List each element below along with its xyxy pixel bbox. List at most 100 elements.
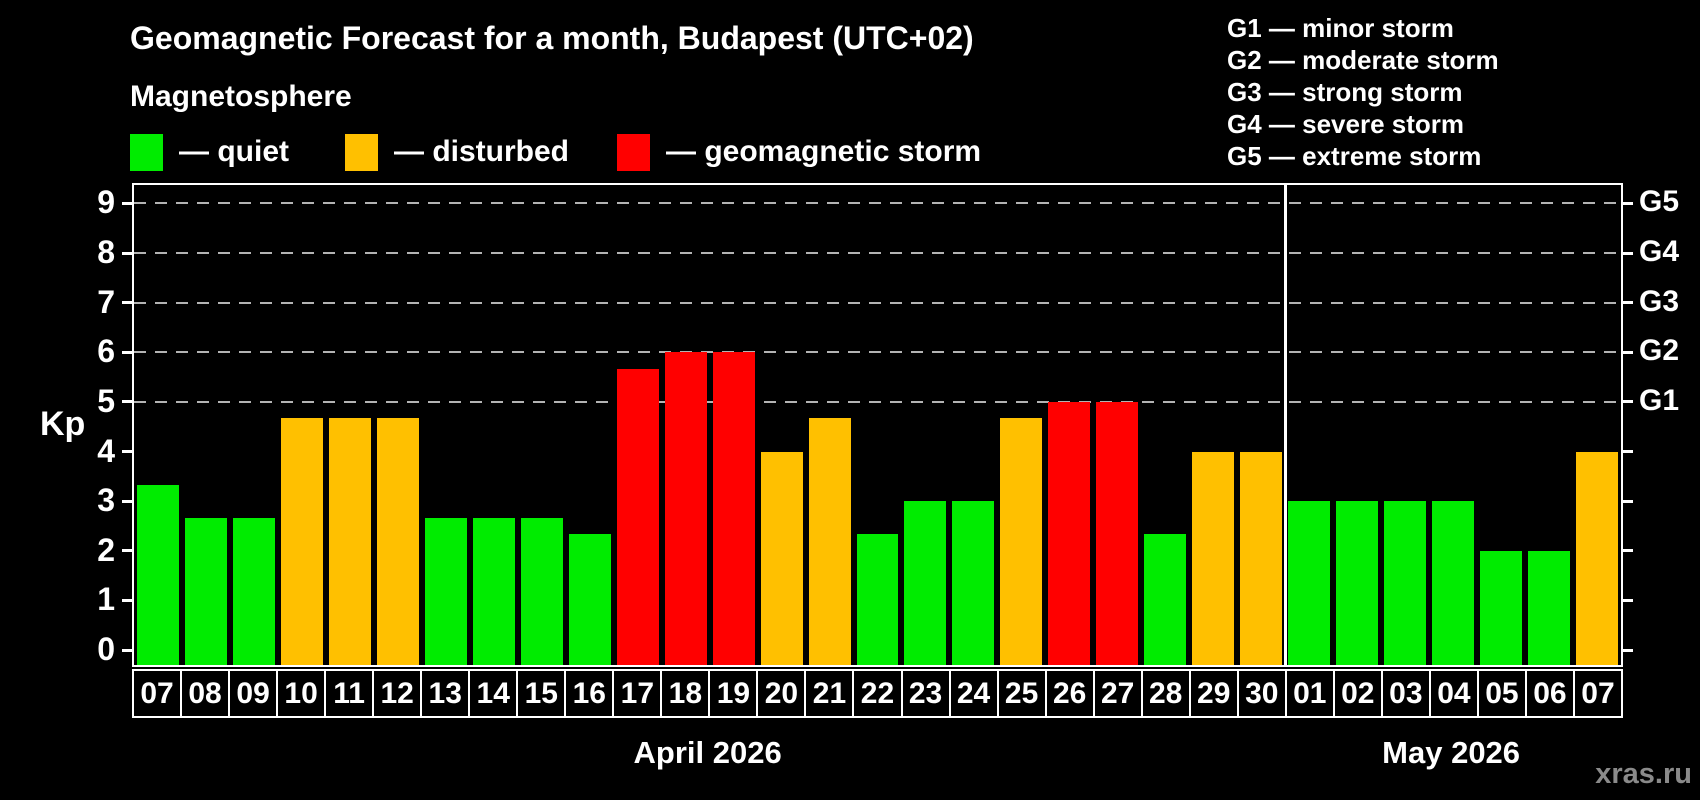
kp-bar-day-08 xyxy=(184,517,227,665)
day-label-09: 09 xyxy=(230,671,277,716)
kp-bar-day-03 xyxy=(1384,501,1427,665)
kp-bar-day-06 xyxy=(1528,550,1571,665)
y-tick-label-0: 0 xyxy=(97,631,115,668)
g-level-label-g3: G3 xyxy=(1639,284,1680,318)
kp-bar-day-29 xyxy=(1192,451,1235,665)
legend-label: — quiet xyxy=(179,135,289,168)
g-legend-line-4: G4 — severe storm xyxy=(1227,109,1465,139)
legend-label: — disturbed xyxy=(394,135,570,168)
gridline-kp6 xyxy=(134,351,1621,354)
y-tick-label-1: 1 xyxy=(97,581,115,618)
g-level-label-g4: G4 xyxy=(1639,235,1680,268)
day-label-27: 27 xyxy=(1094,671,1141,716)
kp-bar-day-13 xyxy=(424,517,467,665)
day-label-06: 06 xyxy=(1526,671,1573,716)
day-label-17: 17 xyxy=(614,671,661,716)
day-label-29: 29 xyxy=(1190,671,1237,716)
y-tick-left-2 xyxy=(122,549,132,553)
y-tick-label-9: 9 xyxy=(97,184,115,221)
y-tick-left-8 xyxy=(122,251,132,255)
y-tick-right-1 xyxy=(1623,598,1633,602)
legend-item-quiet: — quiet xyxy=(130,132,289,172)
kp-bar-day-09 xyxy=(232,517,275,665)
y-tick-label-4: 4 xyxy=(97,432,115,469)
y-tick-left-3 xyxy=(122,499,132,503)
kp-bar-day-02 xyxy=(1336,501,1379,665)
day-label-20: 20 xyxy=(758,671,805,716)
kp-bar-day-23 xyxy=(904,501,947,665)
kp-bar-day-15 xyxy=(520,517,563,665)
month-label-april-2026: April 2026 xyxy=(633,735,782,770)
gridline-kp9 xyxy=(134,202,1621,205)
kp-bar-day-21 xyxy=(808,418,851,665)
disturbed-color-swatch xyxy=(345,133,378,171)
day-label-14: 14 xyxy=(470,671,517,716)
day-label-01: 01 xyxy=(1286,671,1333,716)
day-label-07: 07 xyxy=(134,671,181,716)
y-tick-left-9 xyxy=(122,201,132,205)
page-title: Geomagnetic Forecast for a month, Budape… xyxy=(130,20,974,56)
kp-bar-day-16 xyxy=(568,534,611,665)
day-label-28: 28 xyxy=(1142,671,1189,716)
g-level-label-g5: G5 xyxy=(1639,185,1680,219)
y-tick-right-9 xyxy=(1623,201,1633,205)
legend-item-disturbed: — disturbed xyxy=(345,132,569,172)
storm-color-swatch xyxy=(617,133,650,171)
kp-bar-day-25 xyxy=(1000,418,1043,665)
day-label-21: 21 xyxy=(806,671,853,716)
quiet-color-swatch xyxy=(130,133,163,171)
g-legend-line-5: G5 — extreme storm xyxy=(1227,141,1482,171)
day-label-26: 26 xyxy=(1046,671,1093,716)
day-label-11: 11 xyxy=(326,671,373,716)
g-level-label-g2: G2 xyxy=(1639,334,1680,368)
g-level-label-g1: G1 xyxy=(1639,383,1680,417)
day-label-16: 16 xyxy=(566,671,613,716)
y-tick-left-7 xyxy=(122,301,132,305)
y-tick-right-4 xyxy=(1623,450,1633,454)
y-tick-left-5 xyxy=(122,400,132,404)
day-label-23: 23 xyxy=(902,671,949,716)
kp-bar-day-14 xyxy=(472,517,515,665)
g-legend-line-2: G2 — moderate storm xyxy=(1227,45,1499,75)
gridline-kp5 xyxy=(134,400,1621,403)
day-label-13: 13 xyxy=(422,671,469,716)
y-tick-right-7 xyxy=(1623,301,1633,305)
kp-bar-day-12 xyxy=(376,418,419,665)
day-number-strip: 07 08 09 10 11 12 13 14 15 16 17 18 19 20 21 22 23 24 25 26… xyxy=(132,669,1623,718)
month-label-may-2026: May 2026 xyxy=(1382,735,1521,770)
kp-bar-day-17 xyxy=(616,368,659,665)
day-label-15: 15 xyxy=(518,671,565,716)
y-tick-right-3 xyxy=(1623,499,1633,503)
kp-bar-day-01 xyxy=(1288,501,1331,665)
gridline-kp8 xyxy=(134,252,1621,254)
y-tick-right-2 xyxy=(1623,549,1633,553)
day-label-08: 08 xyxy=(182,671,229,716)
kp-bar-day-24 xyxy=(952,501,995,665)
y-tick-label-2: 2 xyxy=(97,531,115,568)
kp-bar-day-11 xyxy=(328,418,371,665)
y-axis-title: Kp xyxy=(40,405,86,443)
kp-bar-day-20 xyxy=(760,451,803,665)
kp-bar-day-26 xyxy=(1048,401,1091,665)
y-tick-left-4 xyxy=(122,450,132,454)
y-tick-left-6 xyxy=(122,350,132,354)
kp-bar-chart-plot-area xyxy=(132,183,1623,667)
y-tick-right-6 xyxy=(1623,350,1633,354)
gridline-kp7 xyxy=(134,301,1621,304)
y-tick-label-6: 6 xyxy=(97,333,115,370)
kp-bar-day-22 xyxy=(856,534,899,665)
watermark: xras.ru xyxy=(1595,758,1692,790)
day-label-30: 30 xyxy=(1238,671,1285,716)
day-label-07: 07 xyxy=(1574,671,1621,716)
day-label-22: 22 xyxy=(854,671,901,716)
day-label-24: 24 xyxy=(950,671,997,716)
day-label-18: 18 xyxy=(662,671,709,716)
y-tick-label-3: 3 xyxy=(97,482,115,519)
kp-bar-day-28 xyxy=(1144,534,1187,665)
y-tick-label-5: 5 xyxy=(97,382,115,419)
magnetosphere-label: Magnetosphere xyxy=(130,80,352,113)
kp-bar-day-07 xyxy=(1576,451,1618,665)
month-separator-line xyxy=(1283,185,1287,665)
day-label-02: 02 xyxy=(1334,671,1381,716)
